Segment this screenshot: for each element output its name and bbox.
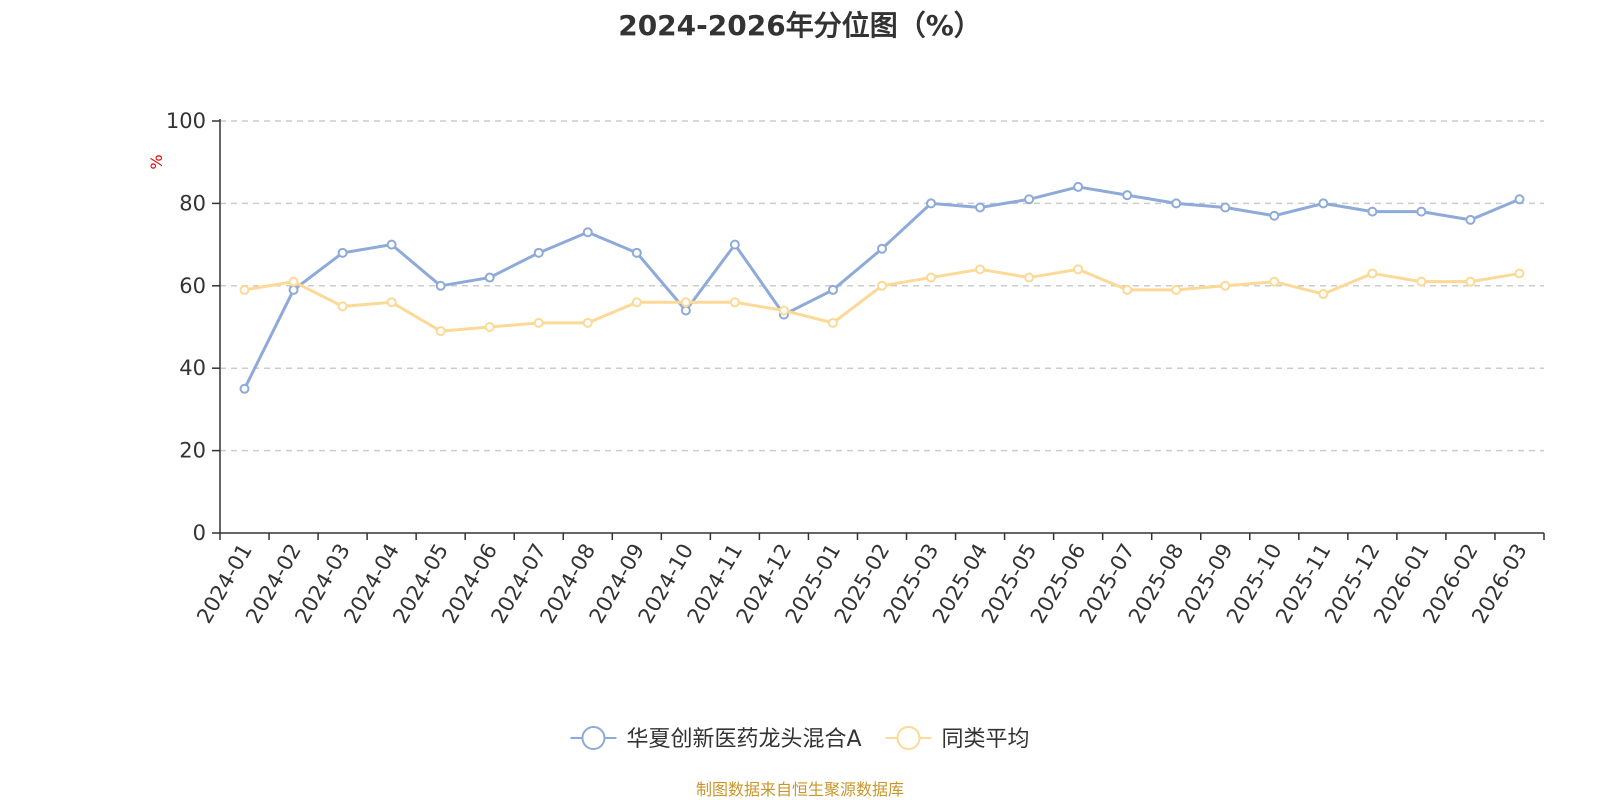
data-point [631,297,642,308]
data-point [386,239,397,250]
data-point [1514,194,1525,205]
data-point [1024,194,1035,205]
legend-label: 华夏创新医药龙头混合A [626,727,861,752]
data-point [337,247,348,258]
y-tick-label: 0 [193,521,206,545]
data-point [1073,264,1084,275]
data-point [239,383,250,394]
data-point [1122,284,1133,295]
legend-marker [896,726,921,750]
y-tick-label: 60 [179,274,206,298]
y-axis-label: % [147,154,166,169]
data-point [288,276,299,287]
data-point [533,247,544,258]
line-chart: 020406080100%2024-012024-022024-032024-0… [147,109,1545,752]
y-tick-label: 100 [166,109,206,133]
y-tick-label: 80 [179,191,206,215]
y-tick-label: 40 [179,356,206,380]
data-point [926,272,937,283]
data-point [582,227,593,238]
data-point [1465,276,1476,287]
data-point [1318,289,1329,300]
data-point [1416,276,1427,287]
chart-title: 2024-2026年分位图（%） [618,9,982,42]
data-point [1171,284,1182,295]
data-point [926,198,937,209]
data-point [1465,214,1476,225]
data-point [484,272,495,283]
data-point [1220,202,1231,213]
data-point [1073,181,1084,192]
legend: 华夏创新医药龙头混合A 同类平均 [570,726,1030,752]
data-point [435,326,446,337]
data-point [582,317,593,328]
legend-item-1: 华夏创新医药龙头混合A [570,726,862,752]
data-point [680,305,691,316]
data-point [729,239,740,250]
legend-item-2: 同类平均 [885,726,1030,752]
data-point [1318,198,1329,209]
source-note: 制图数据来自恒生聚源数据库 [695,780,904,799]
data-point [680,297,691,308]
data-point [729,297,740,308]
data-point [1367,268,1378,279]
data-point [827,284,838,295]
data-point [337,301,348,312]
y-tick-label: 20 [179,439,206,463]
series-2 [239,264,1525,337]
data-point [1269,210,1280,221]
data-point [877,243,887,254]
data-point [1269,276,1280,287]
data-point [1367,206,1378,217]
data-point [435,280,446,291]
data-point [1171,198,1182,209]
data-point [975,202,986,213]
data-point [288,284,299,295]
data-point [631,247,642,258]
data-point [1416,206,1427,217]
legend-marker [581,726,606,750]
data-point [1024,272,1035,283]
series-line [244,267,1520,333]
legend-label: 同类平均 [942,727,1030,752]
data-point [484,322,495,332]
data-point [1122,190,1133,201]
data-point [1220,280,1231,291]
data-point [877,280,887,291]
series-lines [239,181,1525,394]
data-point [778,305,789,316]
data-point [1514,268,1525,279]
data-point [239,284,250,295]
data-point [386,297,397,308]
data-point [827,317,838,328]
data-point [975,264,986,275]
data-point [533,317,544,328]
